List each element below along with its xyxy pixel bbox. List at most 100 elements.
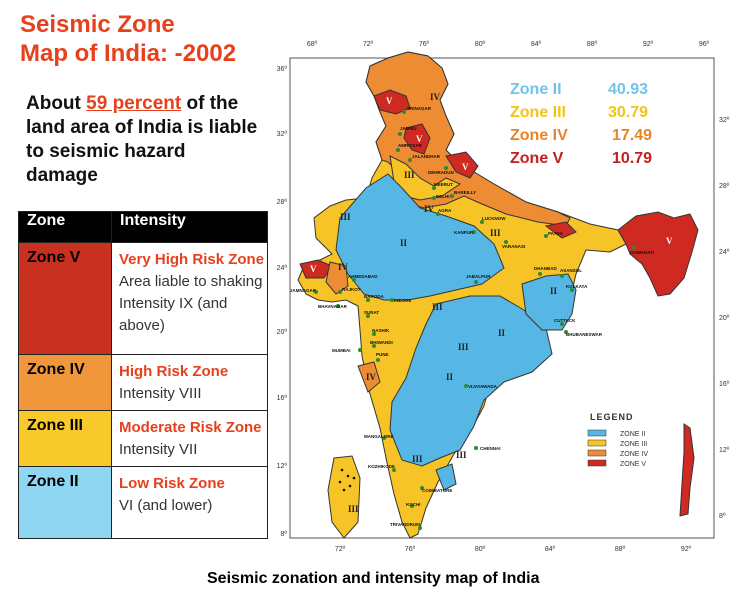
title-line-2: Map of India: -2002 (20, 40, 237, 67)
legend-label: ZONE III (620, 441, 647, 448)
city-label: VIJAYAWADA (468, 384, 498, 389)
left-tick-label: 12º (277, 463, 288, 470)
left-tick-label: 36º (277, 66, 288, 73)
table-row: Zone II Low Risk Zone VI (and lower) (18, 466, 268, 539)
city-label: DELHI (436, 194, 450, 199)
city-dot (418, 526, 422, 530)
header-zone: Zone (18, 211, 112, 243)
city-label: CUTTACK (554, 318, 576, 323)
city-label: MEERUT (434, 182, 453, 187)
about-before: About (26, 93, 87, 114)
zone-2-small (435, 463, 457, 491)
zone-label: III (432, 302, 443, 312)
legend-title: LEGEND (590, 412, 634, 422)
city-dot (420, 486, 424, 490)
header-intensity: Intensity (111, 211, 268, 243)
city-dot (314, 290, 318, 294)
city-dot (474, 446, 478, 450)
left-axis: 36º 32º 28º 24º 20º 16º 12º 8º (277, 66, 288, 538)
zone-5-uttarakhand (445, 151, 479, 179)
city-label: KOZHIKODE (368, 464, 395, 469)
stat-zone: Zone IV (510, 127, 568, 144)
legend-swatch-zone5 (587, 459, 607, 467)
city-label: RAJKOT (342, 287, 361, 292)
city-label: COIMBATORE (422, 488, 452, 493)
intensity-cell: Very High Risk Zone Area liable to shaki… (111, 242, 268, 355)
zone-label: II (550, 286, 558, 296)
top-tick-label: 92º (643, 41, 654, 48)
right-tick-label: 20º (719, 315, 730, 322)
right-axis: 32º 28º 24º 20º 16º 12º 8º (719, 117, 730, 520)
bottom-tick-label: 88º (615, 546, 626, 553)
about-text: About 59 percent of the land area of Ind… (26, 92, 258, 188)
left-tick-label: 8º (281, 531, 288, 538)
map-legend: LEGEND ZONE II ZONE III ZONE IV ZONE V (587, 412, 648, 468)
city-label: AMRITSAR (398, 143, 422, 148)
city-dot (372, 332, 376, 336)
intensity-cell: Low Risk Zone VI (and lower) (111, 466, 268, 539)
city-label: KOCHI (406, 502, 421, 507)
city-dot (382, 436, 386, 440)
city-label: BAREILLY (454, 190, 476, 195)
city-label: GUWAHATI (630, 250, 654, 255)
zone-label: IV (430, 92, 441, 102)
city-label: INDORE (394, 298, 412, 303)
top-axis: 68º 72º 76º 80º 84º 88º 92º 96º (307, 41, 710, 48)
intensity-text: Intensity VIII (119, 385, 202, 402)
title-line-1: Seismic Zone (20, 11, 175, 38)
city-dot (408, 158, 412, 162)
zone-cell: Zone V (18, 242, 112, 355)
right-tick-label: 8º (719, 513, 726, 520)
city-dot (358, 348, 362, 352)
right-tick-label: 12º (719, 447, 730, 454)
intensity-text: Intensity VII (119, 441, 198, 458)
bottom-tick-label: 80º (475, 546, 486, 553)
city-label: DHANBAD (534, 266, 557, 271)
legend-label: ZONE II (620, 431, 645, 438)
city-label: SURAT (364, 310, 379, 315)
zone-label: II (498, 328, 506, 338)
legend-swatch-zone3 (587, 439, 607, 447)
left-tick-label: 20º (277, 329, 288, 336)
zone-labels: II II II II III III III III III III III … (310, 92, 673, 514)
city-dot (560, 322, 564, 326)
india-map-svg: 68º 72º 76º 80º 84º 88º 92º 96º 72º 76º … (277, 41, 730, 553)
top-tick-label: 72º (363, 41, 374, 48)
zone-label: V (462, 162, 469, 172)
right-tick-label: 32º (719, 117, 730, 124)
city-dot (570, 288, 574, 292)
zone-stats: Zone II 40.93 Zone III 30.79 Zone IV 17.… (510, 81, 652, 167)
city-label: JABALPUR (466, 274, 491, 279)
city-dot (432, 186, 436, 190)
top-tick-label: 84º (531, 41, 542, 48)
stat-value: 30.79 (608, 104, 648, 121)
city-label: BHUBANESWAR (566, 332, 603, 337)
city-label: MUMBAI (332, 348, 351, 353)
city-label: AGRA (438, 208, 452, 213)
city-dot (464, 384, 468, 388)
legend-swatch-zone4 (587, 449, 607, 457)
city-label: PATNA (548, 231, 564, 236)
risk-label: Moderate Risk Zone (119, 419, 262, 436)
city-dot (338, 290, 342, 294)
zone-label: V (666, 236, 673, 246)
stat-zone: Zone V (510, 150, 564, 167)
city-dot (366, 298, 370, 302)
table-row: Zone IV High Risk Zone Intensity VIII (18, 354, 268, 411)
city-label: BARODA (364, 294, 384, 299)
intensity-cell: High Risk Zone Intensity VIII (111, 354, 268, 411)
zone-cell: Zone II (18, 466, 112, 539)
zone-label: II (446, 372, 454, 382)
zone-label: IV (338, 262, 349, 272)
city-dot (410, 504, 414, 508)
city-dot (390, 298, 394, 302)
zone-label: III (456, 450, 467, 460)
risk-label: Low Risk Zone (119, 475, 225, 492)
zone-label: V (310, 264, 317, 274)
zone-label: V (386, 96, 393, 106)
city-label: LUCKNOW (482, 216, 506, 221)
intensity-cell: Moderate Risk Zone Intensity VII (111, 410, 268, 467)
top-tick-label: 96º (699, 41, 710, 48)
zone-intensity-table: Zone Intensity Zone V Very High Risk Zon… (18, 211, 268, 539)
seismic-map: 68º 72º 76º 80º 84º 88º 92º 96º 72º 76º … (270, 38, 742, 558)
